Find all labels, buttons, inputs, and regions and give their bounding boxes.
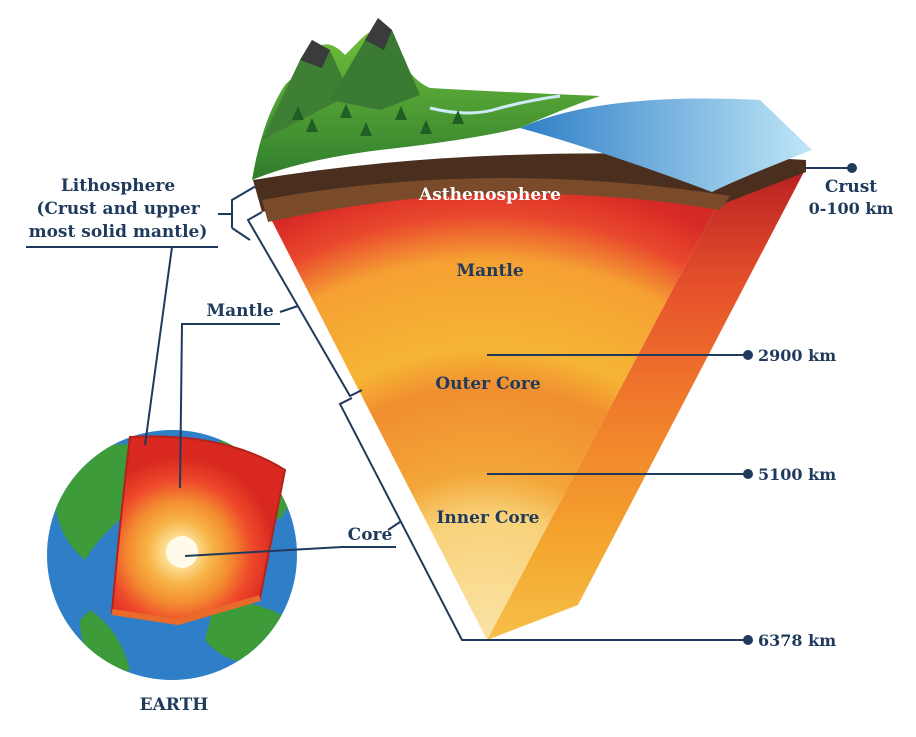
core-side-label: Core bbox=[348, 525, 393, 545]
lithosphere-leader bbox=[144, 246, 173, 446]
mantle-layer-label: Mantle bbox=[456, 261, 524, 281]
mountain-right bbox=[330, 18, 420, 110]
trees bbox=[292, 104, 464, 136]
core-bracket bbox=[338, 397, 487, 641]
lithosphere-subtitle-2: most solid mantle) bbox=[29, 222, 208, 242]
depth-5100-label: 5100 km bbox=[758, 465, 836, 484]
globe-cutaway-edge bbox=[111, 595, 261, 626]
depth-markers: Crust 0-100 km 2900 km 5100 km 6378 km bbox=[487, 163, 893, 650]
core-leader bbox=[184, 546, 343, 557]
mountain-peak-rock bbox=[300, 18, 392, 68]
globe-inner-core bbox=[166, 536, 198, 568]
inner-core-label: Inner Core bbox=[436, 508, 539, 528]
globe-leaders bbox=[144, 246, 343, 557]
mountain-left bbox=[262, 40, 350, 140]
depth-6378-label: 6378 km bbox=[758, 631, 836, 650]
brackets bbox=[218, 185, 487, 641]
crust-label: Crust bbox=[825, 177, 877, 197]
land-surface bbox=[252, 30, 600, 180]
lithosphere-bracket bbox=[218, 185, 257, 241]
river bbox=[429, 94, 561, 115]
cone-side-face bbox=[487, 168, 806, 640]
mantle-side-label: Mantle bbox=[206, 301, 274, 321]
lithosphere-title: Lithosphere bbox=[61, 176, 176, 196]
cone-front-face bbox=[255, 171, 720, 640]
ocean-surface bbox=[520, 98, 812, 192]
earth-label: EARTH bbox=[140, 695, 209, 715]
asthenosphere-label: Asthenosphere bbox=[418, 185, 561, 205]
mantle-bracket bbox=[246, 211, 363, 398]
crust-dot bbox=[847, 163, 857, 173]
depth-2900-dot bbox=[743, 350, 753, 360]
crust-band-light bbox=[262, 177, 730, 222]
mantle-leader bbox=[179, 323, 204, 489]
side-labels: Lithosphere (Crust and upper most solid … bbox=[26, 176, 396, 548]
cone-cross-section: Asthenosphere Mantle Outer Core Inner Co… bbox=[252, 18, 812, 640]
depth-5100-dot bbox=[743, 469, 753, 479]
depth-2900-label: 2900 km bbox=[758, 346, 836, 365]
depth-6378-dot bbox=[743, 635, 753, 645]
crust-depth-label: 0-100 km bbox=[809, 199, 894, 218]
earth-globe: EARTH bbox=[47, 430, 297, 715]
lithosphere-subtitle-1: (Crust and upper bbox=[36, 199, 200, 219]
outer-core-label: Outer Core bbox=[435, 374, 541, 394]
globe-cutaway bbox=[110, 435, 287, 624]
